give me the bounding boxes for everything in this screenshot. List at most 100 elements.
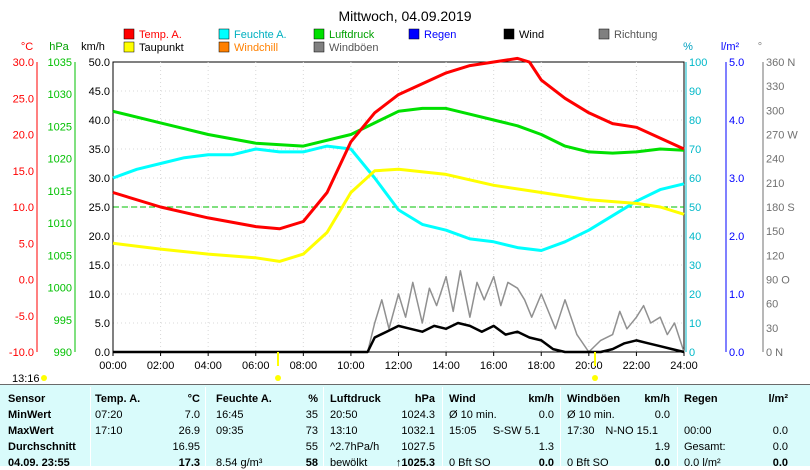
column-divider — [560, 387, 561, 466]
tick-direction-9: 90 O — [766, 275, 790, 287]
header-rain_unit: l/m² — [768, 393, 788, 405]
tick-wind-10: 0.0 — [95, 347, 110, 359]
temp-value: 26.9 — [178, 425, 200, 437]
tick-direction-2: 300 — [766, 105, 784, 117]
legend-label-2: Luftdruck — [329, 29, 375, 41]
tick-direction-6: 180 S — [766, 202, 795, 214]
tick-direction-11: 30 — [766, 323, 778, 335]
unit-temp: °C — [21, 41, 33, 53]
tick-pressure-4: 1015 — [48, 186, 72, 198]
tick-rain-3: 2.0 — [729, 231, 744, 243]
series-line-4 — [113, 321, 685, 354]
wind-time: 0 Bft SO — [449, 457, 491, 469]
tick-temp-2: 20.0 — [13, 130, 34, 142]
tick-temp-5: 5.0 — [19, 238, 34, 250]
tick-humidity-2: 80 — [689, 115, 701, 127]
time-marker-label: 13:16 — [12, 373, 40, 384]
xtick-5: 10:00 — [337, 360, 365, 372]
legend-label-0: Temp. A. — [139, 29, 182, 41]
xtick-3: 06:00 — [242, 360, 270, 372]
tick-pressure-6: 1005 — [48, 250, 72, 262]
gust-value: 0.0 — [654, 409, 670, 421]
xtick-4: 08:00 — [290, 360, 318, 372]
legend-label-3: Regen — [424, 29, 456, 41]
series-line-3 — [112, 106, 685, 155]
wind-time: Ø 10 min. — [449, 409, 497, 421]
tick-wind-2: 40.0 — [89, 115, 110, 127]
wind-time: 15:05 — [449, 425, 477, 437]
legend-label-1: Feuchte A. — [234, 29, 287, 41]
tick-direction-12: 0 N — [766, 347, 783, 359]
rain-time: 00:00 — [684, 425, 712, 437]
legend-swatch-8 — [313, 41, 325, 53]
tick-wind-7: 15.0 — [89, 260, 110, 272]
gust-time: 0 Bft SO — [567, 457, 609, 469]
tick-pressure-8: 995 — [54, 315, 72, 327]
column-divider — [323, 387, 324, 466]
tick-rain-1: 4.0 — [729, 115, 744, 127]
tick-direction-1: 330 — [766, 81, 784, 93]
tick-humidity-4: 60 — [689, 173, 701, 185]
column-divider — [442, 387, 443, 466]
axis-unit-labels: °C hPa km/h% l/m² ° — [21, 41, 762, 53]
header-temp: Temp. A. — [95, 393, 141, 405]
pressure-time: bewölkt — [330, 457, 368, 469]
legend-swatch-6 — [123, 41, 135, 53]
tick-temp-0: 30.0 — [13, 57, 34, 69]
tick-humidity-5: 50 — [689, 202, 701, 214]
series-line-0 — [112, 56, 685, 231]
humidity-value: 55 — [305, 441, 318, 453]
humidity-time: 8.54 g/m³ — [216, 457, 263, 469]
humidity-value: 73 — [305, 425, 318, 437]
xtick-11: 22:00 — [623, 360, 651, 372]
tick-wind-8: 10.0 — [89, 289, 110, 301]
xtick-2: 04:00 — [194, 360, 222, 372]
rain-time: Gesamt: — [684, 441, 726, 453]
rain-value: 0.0 — [772, 441, 788, 453]
unit-direction: ° — [758, 41, 762, 53]
temp-value: 16.95 — [172, 441, 200, 453]
series-line-2 — [112, 144, 685, 252]
pressure-value: 1024.3 — [401, 409, 435, 421]
tick-rain-4: 1.0 — [729, 289, 744, 301]
tick-temp-1: 25.0 — [13, 93, 34, 105]
rain-value: 0.0 — [772, 425, 788, 437]
xtick-12: 24:00 — [670, 360, 698, 372]
header-wind: Wind — [449, 393, 476, 405]
tick-direction-5: 210 — [766, 178, 784, 190]
temp-time: 07:20 — [95, 409, 123, 421]
header-gust: Windböen — [567, 393, 621, 405]
tick-pressure-0: 1035 — [48, 57, 72, 69]
sunset-icon — [592, 375, 598, 381]
legend-label-5: Richtung — [614, 29, 657, 41]
humidity-value: 35 — [305, 409, 318, 421]
plot-grid — [113, 62, 684, 352]
tick-wind-1: 45.0 — [89, 86, 110, 98]
tick-pressure-3: 1020 — [48, 154, 72, 166]
xtick-6: 12:00 — [385, 360, 413, 372]
gust-direction: N-NO 15.1 — [605, 425, 658, 437]
header-wind_unit: km/h — [528, 393, 554, 405]
xtick-1: 02:00 — [147, 360, 175, 372]
wind-value: 0.0 — [538, 457, 554, 469]
unit-wind: km/h — [81, 41, 105, 53]
legend-swatch-1 — [218, 28, 230, 40]
temp-value: 7.0 — [184, 409, 200, 421]
xtick-0: 00:00 — [99, 360, 127, 372]
row-label: MinWert — [8, 409, 52, 421]
legend-label-7: Windchill — [234, 42, 278, 54]
temp-value: 17.3 — [178, 457, 200, 469]
header-hum: Feuchte A. — [216, 393, 272, 405]
row-label: 04.09. 23:55 — [8, 457, 70, 469]
tick-rain-5: 0.0 — [729, 347, 744, 359]
legend-swatch-4 — [503, 28, 515, 40]
header-temp_unit: °C — [187, 393, 200, 405]
legend-swatch-2 — [313, 28, 325, 40]
statistics-panel: Sensor Temp. A. °C Feuchte A.% Luftdruck hPa W… — [0, 384, 810, 469]
tick-wind-4: 30.0 — [89, 173, 110, 185]
sun-icon — [41, 375, 47, 381]
tick-pressure-2: 1025 — [48, 121, 72, 133]
tick-pressure-7: 1000 — [48, 283, 72, 295]
pressure-time: 13:10 — [330, 425, 358, 437]
xtick-8: 16:00 — [480, 360, 508, 372]
